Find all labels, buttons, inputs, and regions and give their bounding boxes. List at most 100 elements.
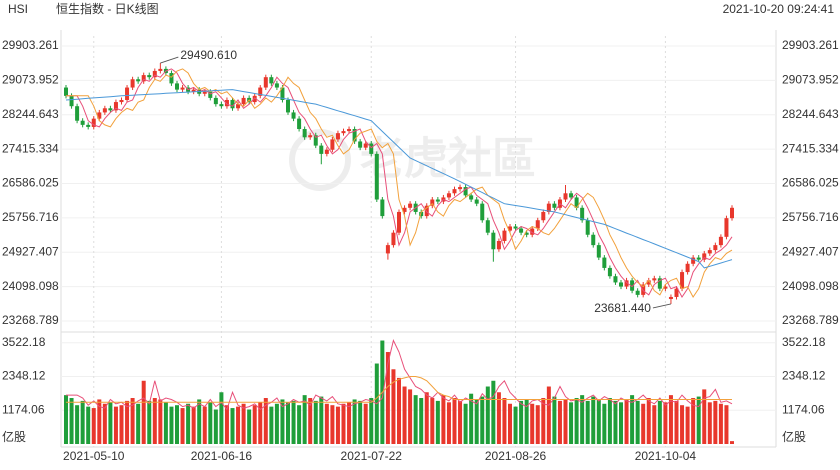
candle-body [430,199,435,206]
volume-tick-label-right: 3522.18 [782,335,826,349]
volume-bar [452,398,457,444]
volume-bar [569,402,574,444]
volume-bar [624,399,629,444]
candle-body [663,286,668,289]
candle-body [302,129,307,138]
candle-body [69,95,74,107]
candle-body [635,290,640,295]
candle-body [97,112,102,119]
candle-body [563,193,568,200]
volume-bar [86,406,91,444]
volume-bar [402,386,407,444]
candle-body [524,232,529,235]
volume-bar [136,403,141,444]
candle-body [668,296,673,300]
candle-body [180,87,185,90]
candle-body [385,245,390,254]
volume-bar [175,405,179,444]
watermark-logo [289,129,351,191]
candle-body [286,99,290,113]
candle-body [297,118,302,130]
chart-title: 恒生指数 - 日K线图 [56,1,159,16]
candle-body [707,250,712,254]
volume-bar [685,406,690,444]
volume-bar [463,403,468,444]
candle-body [75,106,80,121]
volume-bar [125,400,130,444]
volume-bar [152,398,157,444]
volume-bar [663,402,668,444]
volume-bar [202,406,207,444]
candle-body [113,102,118,111]
candle-body [280,87,285,100]
candle-body [513,226,518,229]
candle-body [408,203,413,208]
volume-bar [230,408,235,444]
volume-bar [391,369,396,444]
candle-body [91,118,96,127]
volume-bar [580,395,585,444]
y-tick-label: 29073.952 [2,73,59,87]
candle-body [308,135,313,138]
volume-bar [324,403,329,444]
y-tick-label-right: 24098.098 [782,279,839,293]
candle-body [463,187,468,196]
candle-body [480,203,485,221]
volume-bar [530,403,535,444]
volume-bar [252,405,257,444]
volume-bar [385,352,390,444]
candle-body [469,195,474,200]
volume-bar [163,402,168,444]
volume-bar [485,386,490,444]
candle-body [630,280,635,291]
symbol: HSI [8,2,28,16]
volume-bar [180,408,185,444]
candle-body [136,79,141,82]
volume-bar [691,398,696,444]
candle-body [402,207,407,212]
candle-body [702,253,707,260]
volume-bar [480,396,485,444]
y-tick-label-right: 28244.643 [782,107,839,121]
y-tick-label-right: 29073.952 [782,73,839,87]
volume-bar [69,398,74,444]
candle-body [419,211,424,217]
candle-body [175,83,179,90]
volume-bar [524,399,529,444]
volume-bar [674,400,679,444]
candle-body [202,91,207,94]
candle-body [491,232,496,250]
candle-body [502,230,507,241]
volume-bar [630,395,635,444]
volume-bar [419,398,424,444]
candle-body [535,220,540,229]
candle-body [602,257,607,268]
volume-bar [213,409,218,444]
volume-bar [286,402,290,444]
volume-bar [519,400,524,444]
candle-body [274,83,279,88]
candle-body [358,141,363,148]
volume-bar [496,392,501,444]
volume-bar [347,402,352,444]
candle-body [313,135,318,146]
candle-body [685,263,690,273]
volume-bar [308,398,313,444]
candle-body [496,240,501,250]
volume-bar [591,396,596,444]
volume-bar [724,405,729,444]
y-tick-label-right: 29903.261 [782,38,839,52]
candle-body [208,91,213,98]
candle-body [147,75,152,78]
volume-bar [680,405,685,444]
volume-bar [413,395,418,444]
volume-bar [535,405,540,444]
candle-body [541,211,546,221]
volume-bar [208,402,213,444]
y-tick-label: 25756.716 [2,210,59,224]
candle-body [485,220,490,233]
candle-body [141,75,146,82]
volume-bar [263,398,268,444]
volume-bar [657,400,662,444]
volume-bar [646,398,651,444]
